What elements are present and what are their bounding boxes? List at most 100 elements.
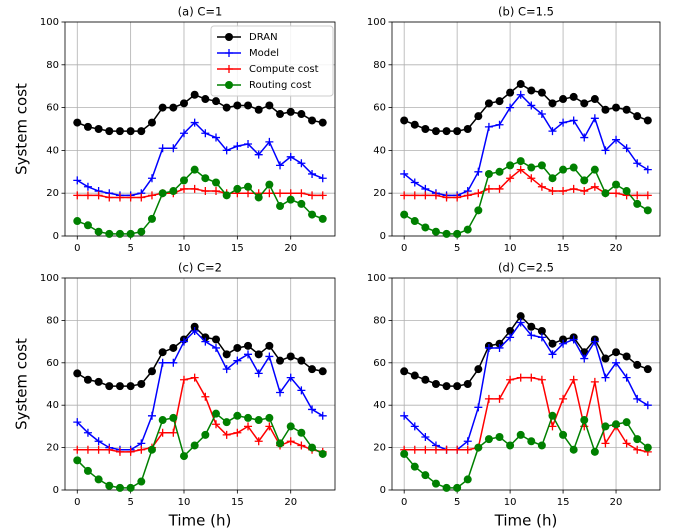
marker xyxy=(580,416,589,425)
marker xyxy=(474,112,483,121)
marker xyxy=(94,437,103,446)
marker xyxy=(222,430,231,439)
marker xyxy=(179,452,188,461)
plot-frame xyxy=(64,21,336,237)
marker xyxy=(318,191,327,200)
marker xyxy=(612,348,621,357)
panel: 0 20 40 60 80 100 0 5 10 15 20 (d) C=2.5 Time (h) xyxy=(367,261,661,530)
marker xyxy=(158,428,167,437)
marker xyxy=(612,135,621,144)
marker xyxy=(225,49,233,57)
marker xyxy=(179,184,188,193)
marker xyxy=(244,182,253,191)
marker xyxy=(643,401,652,410)
marker xyxy=(233,356,242,365)
legend-label: Routing cost xyxy=(249,80,311,91)
plot-frame xyxy=(391,21,661,237)
marker xyxy=(73,369,82,378)
y-tick-label: 60 xyxy=(46,358,59,369)
chart-title: (d) C=2.5 xyxy=(498,261,554,275)
marker xyxy=(421,433,430,441)
marker xyxy=(410,445,419,454)
x-tick-label: 5 xyxy=(127,243,133,254)
marker xyxy=(169,144,178,153)
marker xyxy=(622,373,631,382)
marker xyxy=(643,365,652,374)
marker xyxy=(73,217,82,226)
marker xyxy=(179,337,188,346)
y-axis-label: System cost xyxy=(13,338,31,430)
marker xyxy=(431,191,440,200)
marker xyxy=(137,227,146,236)
marker xyxy=(265,422,274,431)
marker xyxy=(548,350,557,359)
marker xyxy=(318,174,327,183)
x-tick-label: 0 xyxy=(74,497,80,508)
marker xyxy=(115,193,124,202)
marker xyxy=(400,411,409,420)
marker xyxy=(126,447,135,456)
marker xyxy=(537,161,546,170)
marker xyxy=(463,125,472,133)
marker xyxy=(105,382,114,391)
marker xyxy=(590,447,599,456)
x-tick-label: 15 xyxy=(557,497,570,508)
marker xyxy=(276,356,285,365)
marker xyxy=(622,105,631,114)
marker xyxy=(265,137,274,146)
y-tick-label: 0 xyxy=(380,231,386,242)
marker xyxy=(201,95,210,104)
marker xyxy=(590,377,599,386)
marker xyxy=(286,195,295,204)
marker xyxy=(244,341,253,350)
marker xyxy=(115,483,124,492)
y-tick-label: 80 xyxy=(46,315,59,326)
marker xyxy=(548,411,557,420)
marker xyxy=(421,375,430,384)
marker xyxy=(276,388,285,397)
marker xyxy=(115,382,124,391)
marker xyxy=(612,103,621,112)
legend-label: Model xyxy=(249,48,279,59)
marker xyxy=(233,411,242,420)
marker xyxy=(201,430,210,439)
marker xyxy=(222,146,231,155)
y-tick-label: 40 xyxy=(46,145,59,156)
marker xyxy=(601,439,610,448)
x-tick-label: 20 xyxy=(610,243,623,254)
marker xyxy=(190,184,199,193)
marker xyxy=(548,127,557,136)
marker xyxy=(212,97,221,106)
marker xyxy=(83,375,92,384)
marker xyxy=(474,365,483,374)
marker xyxy=(643,443,652,452)
marker xyxy=(179,99,188,108)
marker xyxy=(190,327,199,335)
marker xyxy=(158,189,167,198)
marker xyxy=(474,403,483,412)
series-line xyxy=(403,413,649,489)
marker xyxy=(308,405,317,414)
marker xyxy=(212,343,221,352)
marker xyxy=(537,88,546,97)
marker xyxy=(265,101,274,110)
y-tick-label: 80 xyxy=(373,60,386,71)
marker xyxy=(244,413,253,422)
x-tick-label: 0 xyxy=(401,497,407,508)
marker xyxy=(633,159,642,168)
marker xyxy=(527,373,536,382)
marker xyxy=(222,103,231,112)
marker xyxy=(453,193,462,202)
marker xyxy=(126,483,135,492)
marker xyxy=(410,462,419,471)
marker xyxy=(633,360,642,369)
marker xyxy=(569,163,578,172)
marker xyxy=(83,445,92,454)
marker xyxy=(83,182,92,191)
legend-label: Compute cost xyxy=(249,64,319,75)
marker xyxy=(254,150,263,159)
marker xyxy=(212,187,221,196)
marker xyxy=(442,382,451,391)
marker xyxy=(453,229,462,238)
